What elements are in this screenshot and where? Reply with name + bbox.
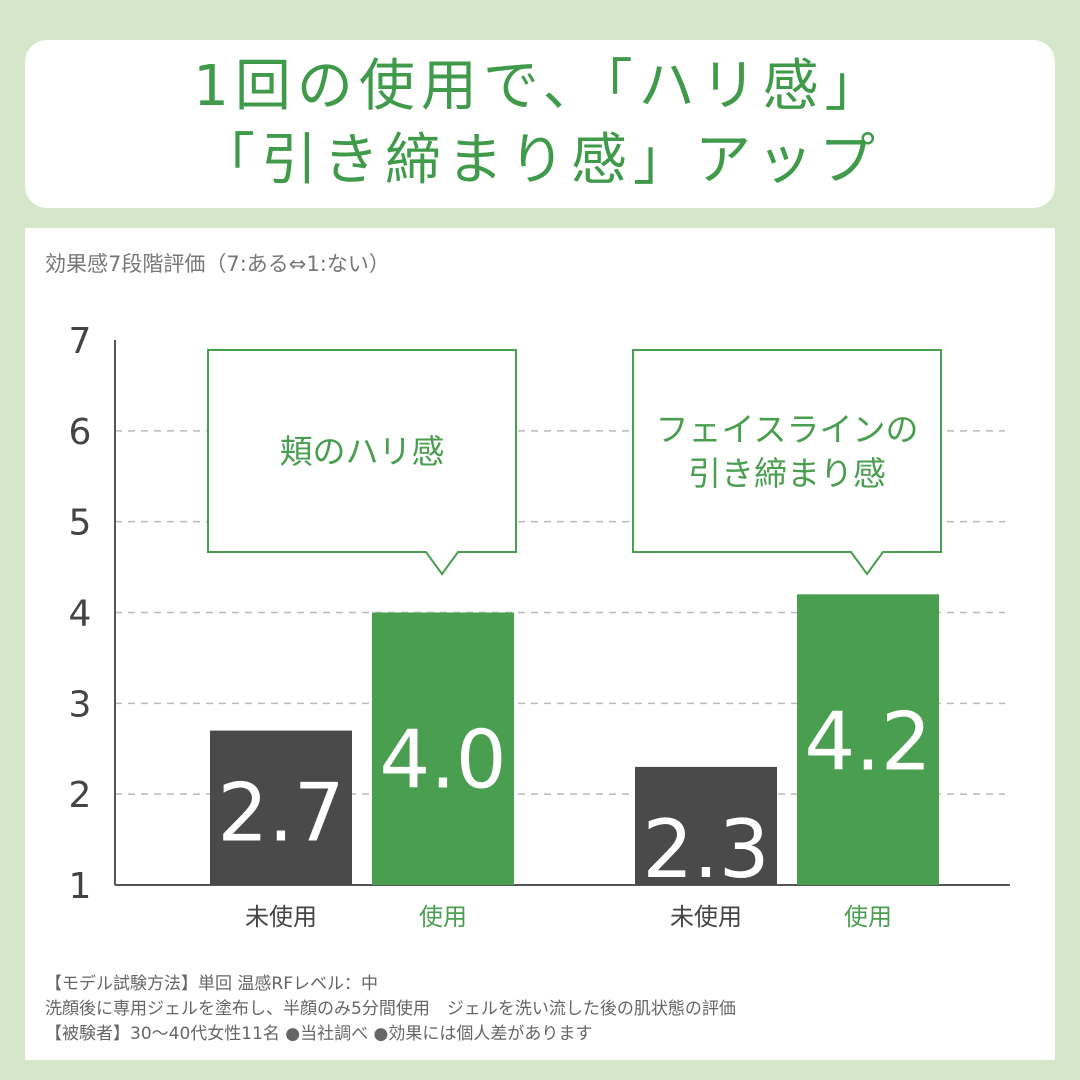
callout-box [632,349,942,576]
x-category-label: 使用 [419,903,467,931]
y-axis-label: 効果感7段階評価（7:ある⇔1:ない） [45,252,390,276]
y-tick-label: 4 [69,594,92,635]
y-tick-label: 1 [69,866,92,907]
x-category-label: 未使用 [670,903,742,931]
footnote-3: 【被験者】30〜40代女性11名 ●当社調べ ●効果には個人差があります [45,1024,593,1044]
footnote-1: 【モデル試験方法】単回 温感RFレベル：中 [45,974,378,994]
y-tick-label: 5 [69,503,92,544]
bar [210,730,352,885]
bar [635,766,777,885]
bar-value-label: 4.2 [804,695,931,788]
x-category-label: 使用 [844,903,892,931]
x-category-label: 未使用 [245,903,317,931]
bar-value-label: 4.0 [379,714,506,807]
y-tick-label: 2 [69,775,92,816]
callout-text: 引き締まり感 [688,454,886,493]
y-tick-label: 7 [69,321,92,362]
callout-box [207,349,517,576]
bar-value-label: 2.7 [217,767,344,860]
callout-text: フェイスラインの [655,410,918,449]
y-tick-label: 6 [69,412,92,453]
bar [797,594,939,885]
bar [372,612,514,885]
callout-text: 頬のハリ感 [280,432,445,471]
headline: 1回の使用で、「ハリ感」 「引き締まり感」アップ [25,40,1055,208]
headline-line-2: 「引き締まり感」アップ [199,128,881,193]
y-tick-label: 3 [69,684,92,725]
footnote-2: 洗顔後に専用ジェルを塗布し、半顔のみ5分間使用 ジェルを洗い流した後の肌状態の評… [45,999,736,1019]
footnotes: 【モデル試験方法】単回 温感RFレベル：中 洗顔後に専用ジェルを塗布し、半顔のみ… [45,972,736,1047]
bar-value-label: 2.3 [642,803,769,896]
headline-line-1: 1回の使用で、「ハリ感」 [193,54,887,119]
